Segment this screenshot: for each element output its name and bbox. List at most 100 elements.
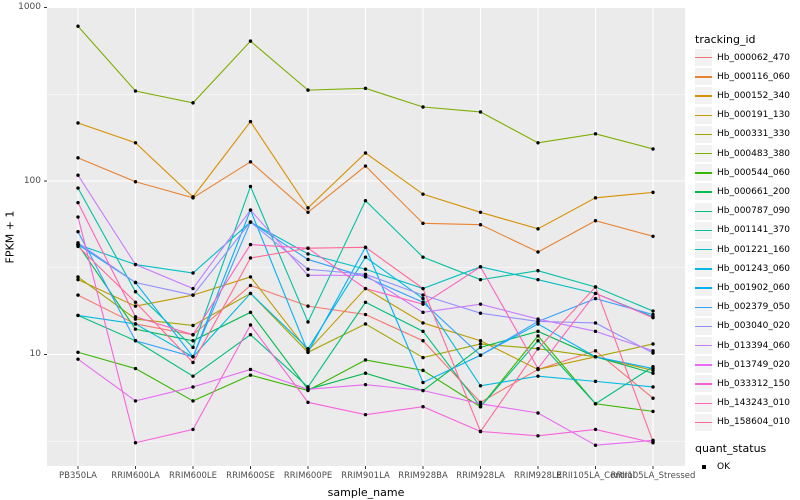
data-point bbox=[651, 409, 655, 414]
data-point bbox=[478, 210, 483, 215]
data-point bbox=[651, 349, 655, 353]
data-point bbox=[421, 302, 425, 306]
legend-item-Hb_000787_090: Hb_000787_090 bbox=[695, 202, 790, 220]
data-point bbox=[593, 355, 598, 359]
legend-item-Hb_033312_150: Hb_033312_150 bbox=[695, 375, 790, 393]
data-point bbox=[76, 241, 80, 245]
data-point bbox=[363, 267, 368, 271]
legend-item-Hb_001221_160: Hb_001221_160 bbox=[695, 241, 790, 258]
data-point bbox=[593, 427, 598, 432]
data-point bbox=[593, 321, 598, 325]
data-point bbox=[421, 339, 425, 343]
legend: tracking_id Hb_000062_470 Hb_000116_060 Hb… bbox=[693, 0, 800, 500]
legend-item-label: Hb_000483_380 bbox=[717, 148, 791, 159]
data-point bbox=[421, 255, 425, 259]
data-point bbox=[363, 382, 368, 387]
data-point bbox=[478, 402, 483, 406]
data-point bbox=[248, 220, 253, 224]
data-point bbox=[363, 286, 368, 291]
data-point bbox=[76, 200, 80, 205]
data-point bbox=[248, 373, 253, 377]
data-point bbox=[306, 304, 310, 308]
legend-item-Hb_158604_010: Hb_158604_010 bbox=[695, 413, 790, 431]
data-point bbox=[593, 296, 598, 301]
legend-item-Hb_013394_060: Hb_013394_060 bbox=[695, 337, 790, 354]
data-point bbox=[306, 400, 310, 405]
legend-item-label: Hb_001902_060 bbox=[717, 282, 791, 293]
legend-key-line-icon bbox=[695, 260, 712, 278]
data-point bbox=[478, 384, 483, 388]
data-point bbox=[593, 285, 598, 289]
legend-item-label: Hb_002379_050 bbox=[717, 302, 791, 313]
data-point bbox=[191, 427, 195, 432]
data-point bbox=[421, 380, 425, 385]
data-point bbox=[191, 355, 195, 359]
data-point bbox=[191, 399, 195, 403]
data-point bbox=[421, 329, 425, 334]
data-point bbox=[76, 230, 80, 234]
data-point bbox=[76, 350, 80, 354]
data-point bbox=[306, 257, 310, 262]
data-point bbox=[421, 293, 425, 297]
data-point bbox=[536, 269, 540, 273]
data-point bbox=[191, 333, 195, 337]
data-point bbox=[421, 405, 425, 409]
data-point bbox=[651, 385, 655, 389]
data-point bbox=[363, 300, 368, 304]
data-point bbox=[248, 283, 253, 288]
x-tick-label: RRII105LA_Stressed bbox=[610, 471, 696, 481]
data-point bbox=[133, 300, 138, 304]
data-point bbox=[651, 234, 655, 239]
data-point bbox=[478, 110, 483, 114]
data-point bbox=[478, 429, 483, 434]
data-point bbox=[133, 141, 138, 145]
legend-item-Hb_013749_020: Hb_013749_020 bbox=[695, 356, 790, 374]
data-point bbox=[536, 434, 540, 438]
data-point bbox=[363, 151, 368, 155]
data-point bbox=[306, 246, 310, 250]
legend-key-line-icon bbox=[695, 87, 712, 105]
data-point bbox=[363, 255, 368, 259]
data-point bbox=[421, 321, 425, 325]
data-point bbox=[363, 412, 368, 417]
legend-key-line-icon bbox=[695, 49, 712, 66]
legend-item-Hb_000544_060: Hb_000544_060 bbox=[695, 164, 791, 182]
data-point bbox=[363, 312, 368, 317]
legend-item-Hb_000062_470: Hb_000062_470 bbox=[695, 49, 790, 66]
data-point bbox=[421, 368, 425, 373]
x-tick-label: RRIM928LE bbox=[514, 471, 562, 481]
legend-key-line-icon bbox=[695, 298, 712, 316]
data-point bbox=[248, 333, 253, 337]
data-point bbox=[306, 387, 310, 392]
data-point bbox=[478, 311, 483, 315]
data-point bbox=[248, 323, 253, 327]
data-point bbox=[536, 329, 540, 334]
data-point bbox=[133, 290, 138, 294]
data-point bbox=[133, 262, 138, 267]
data-point bbox=[478, 345, 483, 350]
legend-key-line-icon bbox=[695, 164, 712, 182]
x-axis-title: sample_name bbox=[327, 486, 405, 499]
data-point bbox=[478, 302, 483, 306]
data-point bbox=[191, 101, 195, 105]
legend-title-tracking-id: tracking_id bbox=[695, 33, 756, 46]
data-point bbox=[421, 192, 425, 196]
data-point bbox=[593, 443, 598, 447]
legend-key-line-icon bbox=[695, 106, 712, 124]
data-point bbox=[248, 310, 253, 315]
legend-key-line-icon bbox=[695, 279, 712, 297]
legend-item-Hb_001902_060: Hb_001902_060 bbox=[695, 279, 791, 297]
data-point bbox=[536, 250, 540, 254]
data-point bbox=[248, 160, 253, 164]
legend-title-quant-status: quant_status bbox=[695, 442, 767, 455]
data-point bbox=[133, 441, 138, 445]
legend-key-line-icon bbox=[695, 375, 712, 393]
x-tick-label: RRII105LA_Control bbox=[556, 471, 635, 481]
data-point bbox=[306, 273, 310, 278]
legend-item-Hb_000331_330: Hb_000331_330 bbox=[695, 125, 790, 143]
data-point bbox=[536, 317, 540, 321]
data-point bbox=[421, 296, 425, 301]
data-point bbox=[191, 360, 195, 365]
legend-item-label: Hb_000544_060 bbox=[717, 167, 791, 178]
